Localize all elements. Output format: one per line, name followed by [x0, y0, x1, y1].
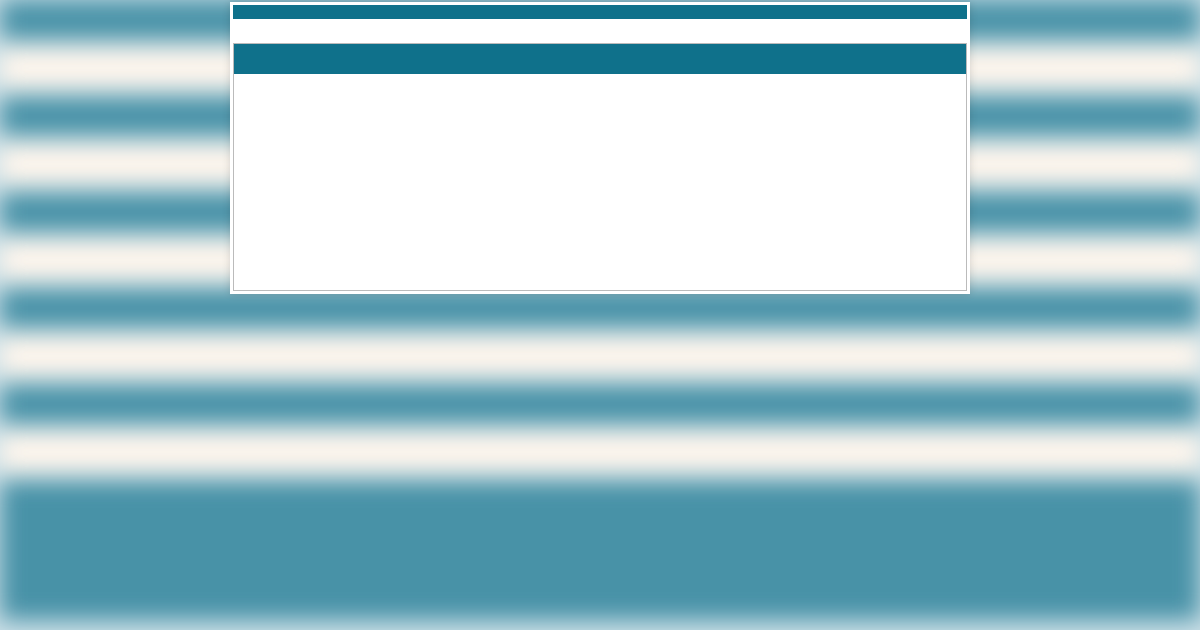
chart-header [234, 44, 966, 74]
last-update-bar [233, 5, 967, 19]
indices-chart-section [233, 43, 967, 291]
index-line-chart [244, 76, 956, 286]
market-panel [230, 2, 970, 294]
chart-body [234, 74, 966, 290]
chart-section-title [246, 68, 966, 74]
